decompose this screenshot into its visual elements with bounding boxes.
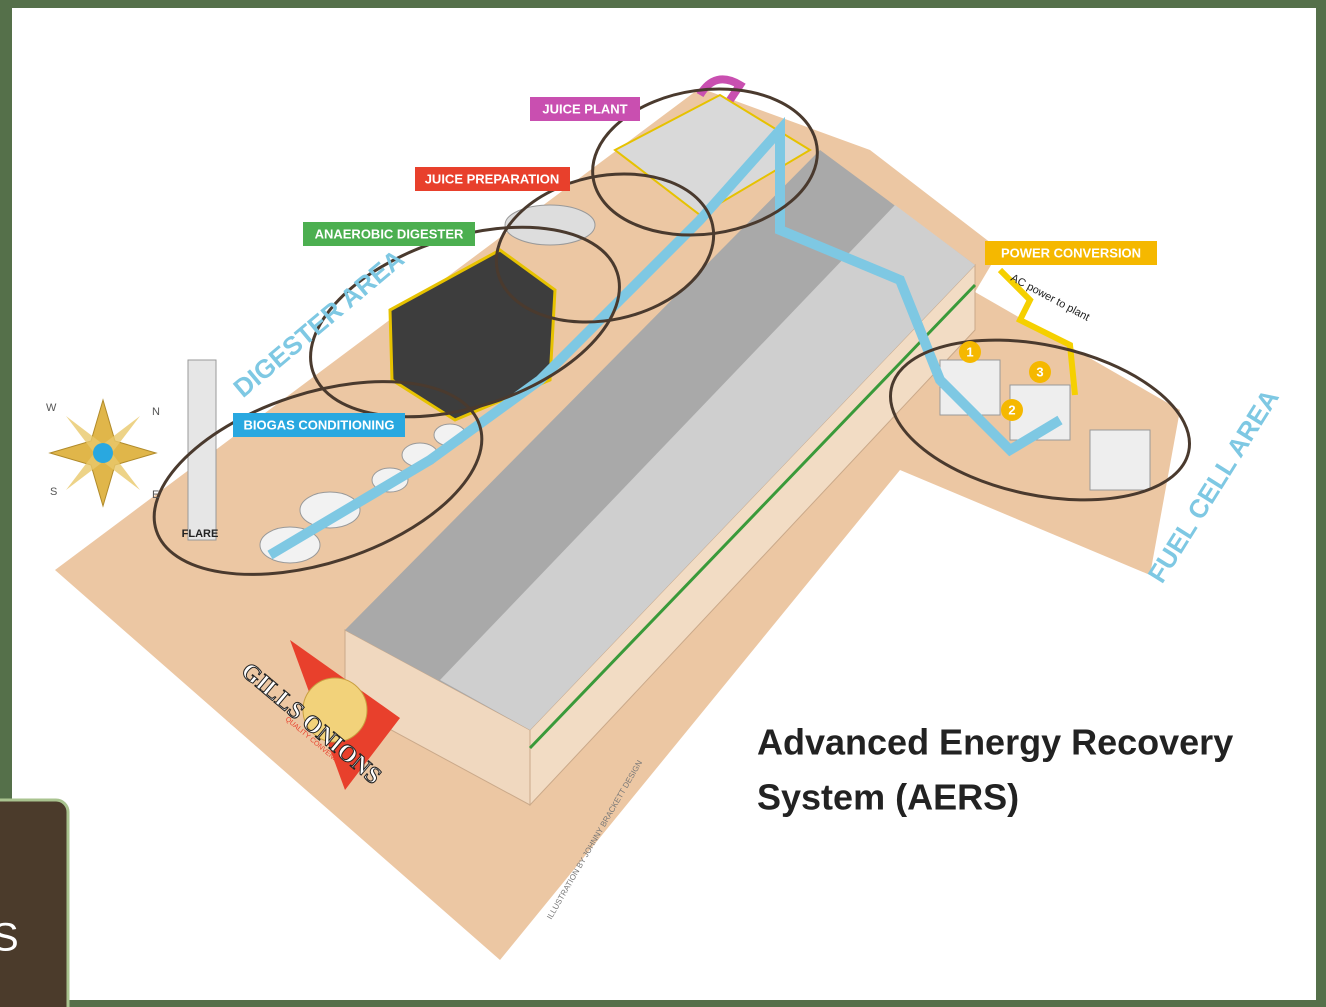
compass-letter: W xyxy=(46,402,57,414)
fuel-cell-number: 1 xyxy=(966,344,973,359)
section-label: ANAEROBIC DIGESTER xyxy=(315,226,464,241)
section-label: JUICE PREPARATION xyxy=(425,171,560,186)
side-panel-text[interactable]: S xyxy=(0,916,19,960)
screenshot: JUICE PLANT JUICE PREPARATION ANAEROBIC … xyxy=(0,0,1326,1007)
fuel-cell-number: 2 xyxy=(1008,402,1015,417)
compass-letter: S xyxy=(50,486,57,498)
section-label: JUICE PLANT xyxy=(542,101,627,116)
compass-letter: N xyxy=(152,406,160,418)
title: Advanced Energy Recovery xyxy=(757,722,1233,763)
page: JUICE PLANT JUICE PREPARATION ANAEROBIC … xyxy=(0,0,1326,1007)
flare-label: FLARE xyxy=(182,528,219,540)
section-label: BIOGAS CONDITIONING xyxy=(244,417,395,432)
fuel-cell-number: 3 xyxy=(1036,364,1043,379)
compass-letter: E xyxy=(152,489,159,501)
title: System (AERS) xyxy=(757,777,1019,818)
section-label: POWER CONVERSION xyxy=(1001,245,1141,260)
side-panel[interactable] xyxy=(0,800,68,1007)
